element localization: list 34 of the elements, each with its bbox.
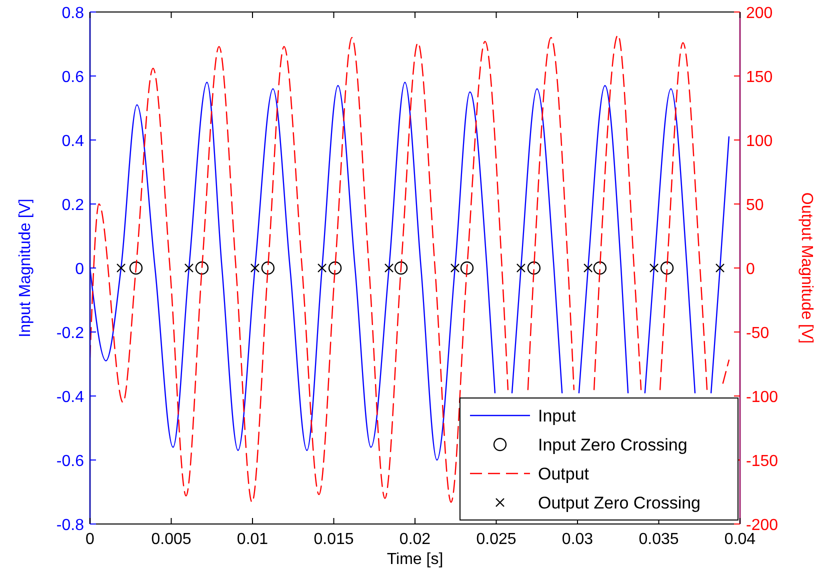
legend-label: Output Zero Crossing xyxy=(538,494,701,512)
y-axis-title: Input Magnitude [V] xyxy=(17,198,34,338)
y2-tick-label: -150 xyxy=(746,453,778,470)
legend-label: Input Zero Crossing xyxy=(538,436,688,454)
x-tick-label: 0 xyxy=(86,531,95,548)
y2-tick-label: -50 xyxy=(746,325,770,342)
x-tick-label: 0.015 xyxy=(314,531,354,548)
x-tick-label: 0.02 xyxy=(399,531,431,548)
x-tick-label: 0.01 xyxy=(236,531,268,548)
y2-tick-label: 50 xyxy=(746,197,764,214)
y-tick-label: 0.4 xyxy=(62,133,84,150)
x-axis-title: Time [s] xyxy=(386,551,444,568)
y2-tick-label: 100 xyxy=(746,133,773,150)
x-tick-label: 0.03 xyxy=(562,531,594,548)
x-tick-label: 0.005 xyxy=(151,531,192,548)
y-tick-label: -0.4 xyxy=(56,389,84,406)
legend-label: Input xyxy=(538,406,576,426)
y2-tick-label: -200 xyxy=(746,517,778,534)
y-tick-label: 0.8 xyxy=(62,5,84,22)
y2-tick-label: -100 xyxy=(746,389,778,406)
x-tick-label: 0.035 xyxy=(638,531,679,548)
y-tick-label: 0 xyxy=(75,261,84,278)
y2-tick-label: 150 xyxy=(746,69,773,86)
y2-tick-label: 200 xyxy=(746,5,773,22)
y2-axis-title: Output Magnitude [V] xyxy=(798,192,815,344)
x-tick-label: 0.025 xyxy=(476,531,516,548)
y-tick-label: 0.6 xyxy=(62,69,84,86)
x-tick-label: 0.04 xyxy=(724,531,756,548)
y-tick-label: 0.2 xyxy=(62,197,84,214)
y2-tick-label: 0 xyxy=(746,261,755,278)
y-tick-label: -0.8 xyxy=(56,517,84,534)
y-tick-label: -0.6 xyxy=(56,453,84,470)
legend-label: Output xyxy=(538,464,590,484)
y-tick-label: -0.2 xyxy=(56,325,84,342)
